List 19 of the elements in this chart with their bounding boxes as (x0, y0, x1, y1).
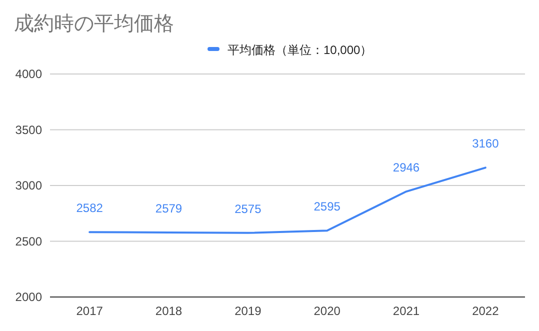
y-tick-label: 3500 (15, 122, 42, 137)
x-tick-label: 2021 (392, 304, 420, 318)
x-tick-label: 2022 (472, 304, 500, 318)
data-label: 2575 (234, 202, 262, 216)
data-label: 2582 (76, 201, 104, 216)
data-label: 2946 (392, 160, 420, 175)
x-tick-label: 2017 (76, 304, 104, 318)
data-label: 3160 (472, 136, 500, 151)
x-tick-label: 2019 (234, 304, 262, 318)
data-label: 2595 (314, 200, 341, 214)
y-tick-label: 2000 (15, 290, 42, 304)
y-tick-label: 3000 (15, 178, 42, 192)
y-tick-label: 4000 (15, 67, 42, 81)
data-label: 2579 (155, 201, 182, 216)
y-tick-label: 2500 (15, 234, 42, 248)
x-tick-label: 2020 (314, 304, 341, 318)
x-tick-label: 2018 (155, 304, 182, 318)
legend-label: 平均価格（単位：10,000） (228, 43, 372, 57)
chart-title: 成約時の平均価格 (14, 13, 174, 35)
